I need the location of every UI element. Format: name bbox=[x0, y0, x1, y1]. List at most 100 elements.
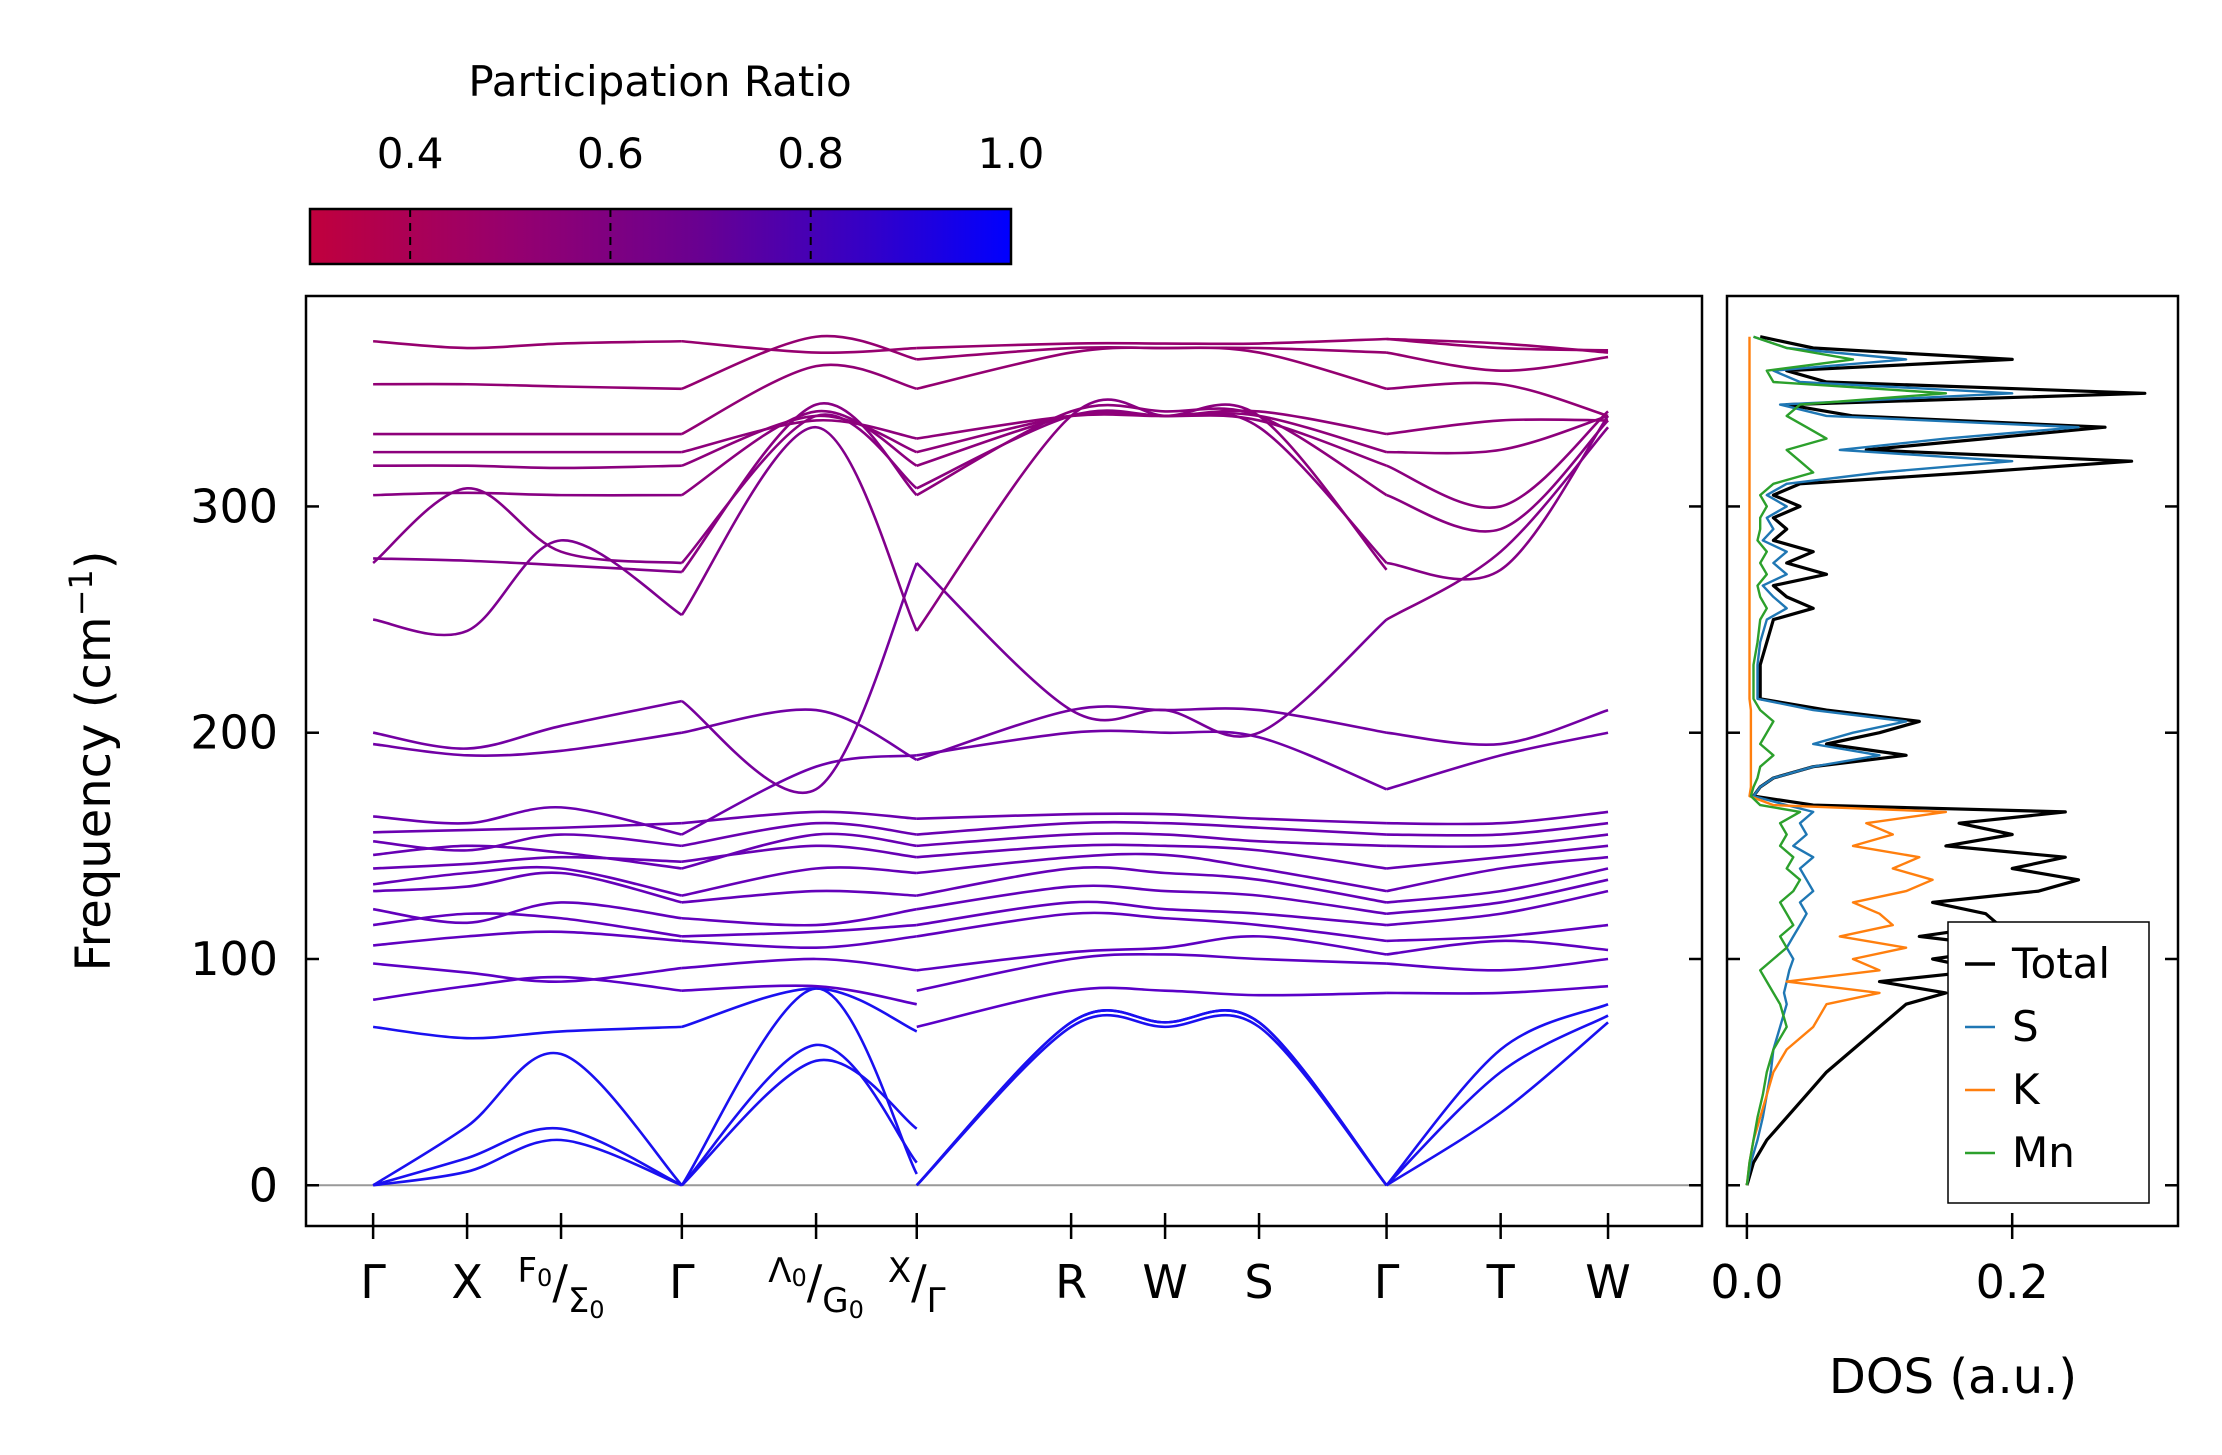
legend-box bbox=[1947, 921, 2150, 1204]
band-y-axis-label: Frequency (cm−1) bbox=[62, 550, 122, 971]
band-line-seg1-b11 bbox=[681, 844, 917, 863]
svg-text:R: R bbox=[1055, 1255, 1087, 1309]
band-line-seg0-b11 bbox=[373, 855, 682, 870]
dos-line-k bbox=[1745, 336, 1948, 1186]
band-line-seg0-b20 bbox=[373, 557, 682, 574]
dos-ticks: 0.0 0.2 bbox=[1710, 505, 2178, 1309]
dos-x-axis-label: DOS (a.u.) bbox=[1829, 1349, 2077, 1405]
band-line-seg2-b13 bbox=[916, 820, 1387, 836]
band-xtick-label-7: W bbox=[1142, 1255, 1187, 1309]
dos-axes-frame bbox=[1725, 294, 2180, 1228]
band-xtick-label-9: Γ bbox=[1374, 1255, 1400, 1309]
svg-text:W: W bbox=[1585, 1255, 1630, 1309]
band-line-seg0-b5 bbox=[372, 962, 682, 983]
svg-text:Γ: Γ bbox=[1374, 1255, 1400, 1309]
band-line-seg0-b13 bbox=[372, 833, 682, 852]
band-line-seg3-b14 bbox=[1386, 810, 1609, 826]
band-xtick-label-1: X bbox=[451, 1255, 483, 1309]
band-xtick-label-3: Γ bbox=[669, 1255, 695, 1309]
band-line-seg3-b11 bbox=[1386, 844, 1609, 870]
band-line-seg3-b19 bbox=[1386, 419, 1609, 533]
svg-text:X: X bbox=[451, 1255, 483, 1309]
band-line-seg0-b16 bbox=[372, 731, 683, 757]
band-line-seg3-b26 bbox=[1386, 337, 1609, 352]
band-line-seg0-b26 bbox=[373, 339, 682, 350]
legend-label-mn: Mn bbox=[2012, 1128, 2075, 1177]
svg-text:Γ: Γ bbox=[360, 1255, 386, 1309]
band-line-seg1-b15 bbox=[681, 754, 917, 836]
colorbar-ticks: 0.4 0.6 0.8 1.0 bbox=[377, 129, 1044, 264]
band-line-seg2-b1 bbox=[915, 1009, 1388, 1187]
band-line-seg0-b3 bbox=[372, 1025, 682, 1040]
band-line-seg1-b17 bbox=[681, 562, 918, 794]
colorbar-gradient bbox=[308, 207, 1013, 266]
band-line-seg1-b10 bbox=[681, 866, 917, 897]
band-line-seg1-b14 bbox=[681, 810, 917, 825]
band-line-seg3-b3 bbox=[1386, 984, 1609, 995]
band-line-seg2-b25 bbox=[916, 345, 1387, 361]
band-line-seg2-b6 bbox=[916, 911, 1387, 943]
band-line-seg3-b9 bbox=[1386, 867, 1609, 904]
band-line-seg0-b0 bbox=[372, 1126, 683, 1187]
band-line-seg2-b7 bbox=[916, 900, 1387, 927]
band-line-seg0-b2 bbox=[372, 1138, 683, 1187]
band-line-seg2-b2 bbox=[915, 1009, 1388, 1187]
band-line-seg1-b7 bbox=[681, 923, 917, 938]
band-line-seg3-b6 bbox=[1386, 923, 1609, 943]
colorbar-tick-label-2: 0.8 bbox=[777, 129, 844, 178]
band-line-seg2-b9 bbox=[916, 866, 1387, 904]
svg-text:S: S bbox=[1244, 1255, 1273, 1309]
band-line-seg3-b23 bbox=[1386, 381, 1609, 418]
band-line-seg0-b10 bbox=[372, 865, 683, 897]
band-line-seg3-b15 bbox=[1386, 731, 1609, 791]
band-line-seg1-b2 bbox=[680, 987, 918, 1187]
band-line-seg1-b0 bbox=[680, 1058, 918, 1187]
band-xtick-label-6: R bbox=[1055, 1255, 1087, 1309]
band-line-seg3-b24 bbox=[1386, 351, 1609, 372]
band-line-seg0-b15 bbox=[373, 806, 683, 836]
band-line-seg2-b11 bbox=[916, 843, 1387, 870]
band-line-seg3-b10 bbox=[1386, 855, 1609, 893]
band-line-seg2-b23 bbox=[916, 409, 1387, 440]
band-line-seg1-b9 bbox=[681, 889, 917, 904]
band-xtick-label-8: S bbox=[1244, 1255, 1273, 1309]
band-axes-frame bbox=[304, 294, 1704, 1228]
band-line-seg3-b20 bbox=[1386, 410, 1609, 509]
band-line-seg3-b22 bbox=[1386, 418, 1609, 436]
dos-legend: Total SK Mn bbox=[1947, 921, 2150, 1204]
band-line-seg2-b3 bbox=[916, 986, 1387, 1029]
band-line-seg3-b21 bbox=[1386, 414, 1609, 455]
band-line-seg1-b6 bbox=[681, 935, 917, 950]
colorbar-tick-label-1: 0.6 bbox=[577, 129, 644, 178]
band-line-seg1-b12 bbox=[681, 832, 917, 870]
band-line-seg2-b12 bbox=[916, 832, 1387, 848]
phonon-bands bbox=[372, 334, 1610, 1187]
band-line-seg0-b19 bbox=[372, 487, 682, 565]
band-structure-panel: 0 100 200 300 Γ X F0/Σ0 Γ Λ0/G0 X/Γ R W S Γ T W Freque… bbox=[62, 294, 1704, 1324]
svg-text:T: T bbox=[1486, 1255, 1516, 1309]
band-line-seg1-b20 bbox=[680, 402, 918, 573]
band-line-seg0-b12 bbox=[372, 844, 683, 870]
colorbar-tick-label-0: 0.4 bbox=[377, 129, 444, 178]
band-line-seg0-b6 bbox=[372, 930, 682, 947]
band-xtick-label-11: W bbox=[1585, 1255, 1630, 1309]
band-line-seg1-b23 bbox=[681, 418, 917, 454]
band-xtick-label-4: Λ0/G0 bbox=[768, 1251, 864, 1324]
band-ytick-label-100: 100 bbox=[190, 932, 278, 986]
band-line-seg3-b0 bbox=[1385, 1021, 1609, 1187]
band-line-seg1-b8 bbox=[681, 907, 917, 927]
dos-panel: 0.0 0.2 DOS (a.u.) Total SK Mn bbox=[1710, 294, 2180, 1405]
band-line-seg3-b18 bbox=[1386, 415, 1610, 581]
band-line-seg1-b26 bbox=[681, 339, 917, 355]
band-line-seg2-b17 bbox=[915, 562, 1388, 738]
band-line-seg2-b8 bbox=[916, 884, 1387, 916]
dos-xtick-label-0: 0.0 bbox=[1710, 1255, 1783, 1309]
svg-text:W: W bbox=[1142, 1255, 1187, 1309]
band-line-seg2-b5 bbox=[916, 935, 1387, 972]
band-line-seg2-b26 bbox=[916, 337, 1387, 350]
band-line-seg2-b15 bbox=[916, 729, 1388, 791]
band-line-seg3-b16 bbox=[1386, 708, 1609, 746]
band-line-seg0-b14 bbox=[373, 821, 682, 834]
band-line-seg3-b7 bbox=[1386, 889, 1609, 927]
